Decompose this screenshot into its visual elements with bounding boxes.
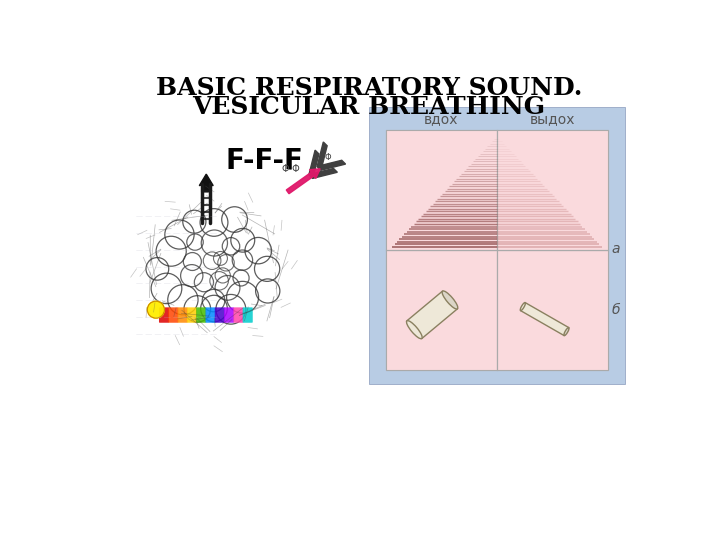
FancyBboxPatch shape (178, 307, 188, 323)
FancyBboxPatch shape (224, 307, 234, 323)
Polygon shape (199, 174, 213, 192)
FancyBboxPatch shape (233, 307, 243, 323)
Text: — — — — — — — — —: — — — — — — — — — (137, 247, 217, 253)
Text: — — — — — — — — —: — — — — — — — — — (137, 280, 217, 287)
Bar (497, 251, 608, 370)
Ellipse shape (564, 328, 569, 336)
Text: Φ: Φ (324, 153, 330, 161)
Text: a: a (611, 242, 620, 256)
Polygon shape (309, 168, 338, 178)
Text: Φ-Φ: Φ-Φ (282, 164, 300, 174)
FancyBboxPatch shape (187, 307, 197, 323)
Text: выдох: выдох (529, 112, 575, 126)
Text: — — — — — — — — —: — — — — — — — — — (137, 230, 217, 235)
Bar (369, 107, 625, 384)
Circle shape (148, 301, 164, 318)
Text: — — — — — — — — —: — — — — — — — — — (137, 332, 217, 338)
Text: — — — — — — — — —: — — — — — — — — — (137, 314, 217, 320)
FancyBboxPatch shape (159, 307, 169, 323)
FancyBboxPatch shape (196, 307, 206, 323)
FancyBboxPatch shape (205, 307, 215, 323)
Ellipse shape (442, 291, 458, 309)
Ellipse shape (407, 321, 422, 339)
Polygon shape (318, 160, 346, 170)
Text: VESICULAR BREATHING: VESICULAR BREATHING (192, 95, 546, 119)
Text: F-F-F: F-F-F (225, 147, 304, 175)
Polygon shape (318, 142, 327, 170)
Polygon shape (521, 302, 569, 335)
Polygon shape (309, 150, 319, 178)
FancyBboxPatch shape (168, 307, 179, 323)
Ellipse shape (521, 302, 526, 310)
Bar (386, 130, 497, 251)
Polygon shape (407, 291, 457, 339)
FancyBboxPatch shape (243, 307, 253, 323)
Bar (497, 130, 608, 251)
Text: — — — — — — — — —: — — — — — — — — — (137, 298, 217, 303)
Bar (386, 251, 497, 370)
Text: BASIC RESPIRATORY SOUND.: BASIC RESPIRATORY SOUND. (156, 76, 582, 100)
Text: — — — — — — — — —: — — — — — — — — — (137, 213, 217, 219)
FancyBboxPatch shape (215, 307, 225, 323)
Text: вдох: вдох (424, 112, 459, 126)
FancyArrow shape (287, 168, 320, 194)
Text: — — — — — — — — —: — — — — — — — — — (137, 264, 217, 269)
Text: б: б (611, 303, 620, 318)
Bar (386, 130, 608, 370)
